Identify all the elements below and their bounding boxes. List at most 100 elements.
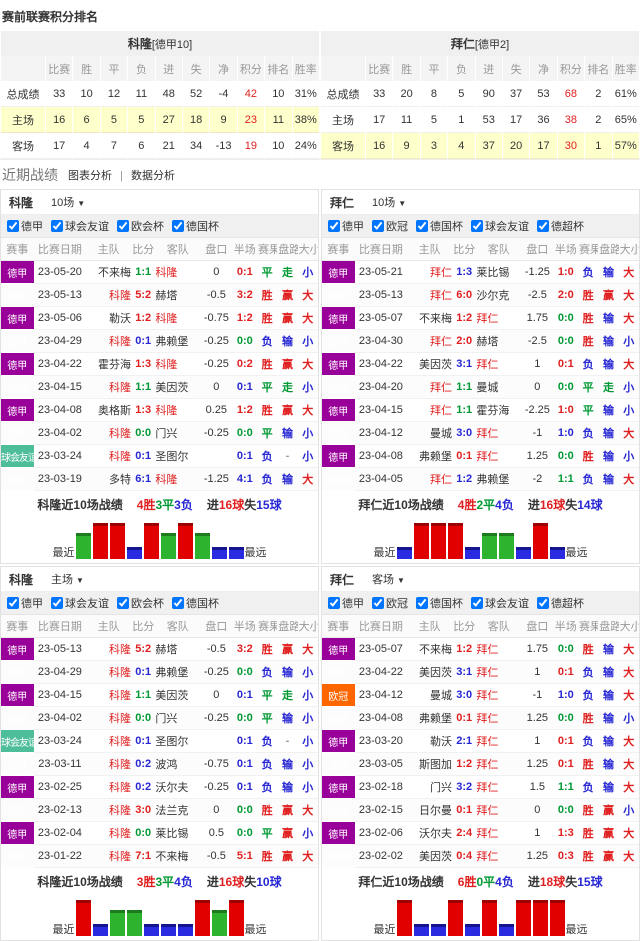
filter-checkbox[interactable] [117,597,129,609]
standings-col-header: 胜 [393,56,420,81]
standings-col-header [321,56,365,81]
full-time-score: 0:0 [131,421,156,445]
filter-checkbox[interactable] [416,220,428,232]
over-under-result: 小 [618,398,639,422]
stat-cell: 42 [237,81,265,107]
home-team: 斯图加 [407,752,453,776]
filter-checkbox[interactable] [172,220,184,232]
handicap: -0.25 [200,706,233,730]
standings-col-header: 积分 [557,56,585,81]
over-under-result: 大 [618,752,639,776]
scope-dropdown[interactable]: 10场 ▼ [372,197,407,209]
match-row: 德甲 23-04-29 科隆 0:1 弗赖堡 -0.25 0:0 负输小 [1,329,318,353]
filter-checkbox[interactable] [416,597,428,609]
standings-table: 科隆[德甲10] 比赛胜平负进失净积分 排名 胜率 总成绩 33 10 12 11 48 52 -4 4… [0,31,320,159]
stat-cell: 31% [292,81,319,107]
standings-col-header: 失 [182,56,210,81]
scope-dropdown[interactable]: 客场 ▼ [372,574,405,586]
match-date: 23-04-08 [354,706,408,730]
handicap: -2 [521,467,554,491]
filter-option: 球会友谊 [51,595,109,611]
over-under-result: 小 [297,752,318,776]
match-result: 胜 [256,306,278,330]
filter-checkbox[interactable] [328,597,340,609]
match-row: 德甲 23-03-20 勒沃 2:1 拜仁 1 0:1 负输大 [322,729,639,753]
filter-option: 德超杯 [537,595,584,611]
half-time-score: 0:1 [232,375,257,399]
chart-analysis-link[interactable]: 图表分析 [68,170,112,182]
goals-for: 16球 [218,498,245,512]
scope-dropdown[interactable]: 10场 ▼ [51,197,86,209]
result-bar-draw [194,533,210,559]
stat-cell: 6 [73,107,100,133]
half-time-score: 1:0 [553,421,578,445]
over-under-result: 小 [618,798,639,822]
filter-checkbox[interactable] [51,220,63,232]
filter-checkbox[interactable] [172,597,184,609]
match-result: 负 [577,729,599,753]
filter-checkbox[interactable] [117,220,129,232]
full-time-score: 5:2 [131,637,156,661]
filter-label: 德甲 [21,221,43,233]
result-bar-draw [498,533,514,559]
home-team: 拜仁 [407,260,453,284]
filter-checkbox[interactable] [537,597,549,609]
matches-header-row: 赛事比赛日期主队比分客队盘口半场赛果盘路大小 [322,615,639,638]
result-bar-win [92,523,108,559]
match-date: 23-04-30 [354,329,408,353]
draws-count: 3平 [155,875,175,889]
stat-cell: 1 [585,133,612,159]
filter-label: 德国杯 [186,598,219,610]
competition-badge: 德甲 [322,398,355,422]
home-team: 沃尔夫 [407,821,453,845]
filter-checkbox[interactable] [471,597,483,609]
match-date: 23-05-13 [354,283,408,307]
match-row: 德甲 23-02-13 科隆 3:0 法兰克 0 0:0 胜赢大 [1,798,318,822]
handicap: 1 [521,660,554,684]
filter-checkbox[interactable] [537,220,549,232]
stat-cell: 61% [612,81,639,107]
full-time-score: 0:1 [452,444,477,468]
nearest-label: 最近 [373,924,396,936]
match-result: 负 [577,775,599,799]
match-result: 负 [577,260,599,284]
filter-checkbox[interactable] [372,597,384,609]
away-team: 弗赖堡 [155,660,201,684]
scope-dropdown[interactable]: 主场 ▼ [51,574,84,586]
goals-against-prefix: 失 [244,875,257,889]
filter-checkbox[interactable] [372,220,384,232]
filter-checkbox[interactable] [328,220,340,232]
handicap: 1 [521,821,554,845]
half-time-score: 1:0 [553,398,578,422]
result-bar-win [228,900,244,936]
filter-label: 球会友谊 [65,221,109,233]
full-time-score: 0:1 [452,706,477,730]
filter-checkbox[interactable] [471,220,483,232]
matches-col-header: 大小 [618,238,639,261]
league-rank-tag: [德甲10] [151,39,193,51]
matches-col-header: 比赛日期 [33,238,87,261]
filter-checkbox[interactable] [51,597,63,609]
filter-checkbox[interactable] [7,597,19,609]
match-date: 23-04-29 [33,660,87,684]
stat-cell: 3 [420,133,448,159]
filter-checkbox[interactable] [7,220,19,232]
matches-col-header: 赛果 [577,615,599,638]
stat-cell: 17 [530,133,557,159]
stat-cell: -4 [210,81,237,107]
away-team: 不来梅 [155,844,201,868]
matches-table: 赛事比赛日期主队比分客队盘口半场赛果盘路大小德甲23-05-13科隆5:2赫塔-… [1,615,318,868]
match-result: 平 [577,398,599,422]
data-analysis-link[interactable]: 数据分析 [130,170,175,182]
half-time-score: 0:1 [232,444,257,468]
stat-cell: 17 [502,107,530,133]
match-row: 德甲 23-04-08 弗赖堡 0:1 拜仁 1.25 0:0 胜输小 [322,706,639,730]
handicap [200,729,233,753]
match-date: 23-04-08 [33,398,87,422]
draws-count: 0平 [476,875,496,889]
full-time-score: 2:1 [452,729,477,753]
result-bar-win [177,523,193,559]
match-date: 23-03-05 [354,752,408,776]
standings-col-header: 进 [155,56,182,81]
competition-badge: 德甲 [1,798,34,822]
